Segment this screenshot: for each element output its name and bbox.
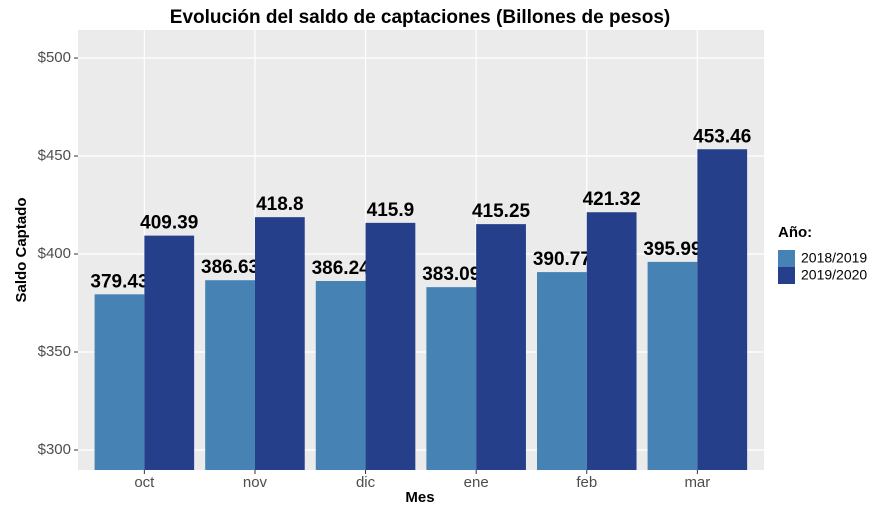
bar (94, 294, 145, 470)
bar (536, 272, 587, 470)
bar (647, 261, 698, 470)
value-label: 390.77 (533, 249, 591, 270)
value-label: 409.39 (140, 213, 198, 234)
value-label: 415.9 (367, 200, 415, 221)
legend-title: Año: (778, 224, 812, 241)
value-label: 379.43 (90, 271, 148, 292)
bar (426, 287, 477, 470)
bar (254, 217, 305, 470)
x-tick-label: mar (684, 474, 710, 491)
bar (476, 224, 526, 470)
y-tick-label: $450 (38, 147, 71, 164)
value-label: 386.24 (312, 258, 371, 279)
bar (365, 222, 416, 470)
bar (205, 280, 255, 470)
bar (144, 235, 195, 470)
value-label: 421.32 (583, 189, 641, 210)
y-tick-label: $400 (38, 245, 71, 262)
x-tick-label: dic (356, 474, 376, 491)
chart-title: Evolución del saldo de captaciones (Bill… (170, 7, 670, 28)
x-tick-label: oct (134, 474, 155, 491)
value-label: 415.25 (472, 201, 531, 222)
x-tick-label: ene (464, 474, 489, 491)
bar (315, 280, 366, 470)
legend-label: 2018/2019 (801, 250, 867, 266)
x-tick-label: feb (576, 474, 597, 491)
value-label: 418.8 (256, 194, 304, 215)
legend-swatch (778, 250, 795, 267)
y-tick-label: $500 (38, 49, 71, 66)
value-label: 453.46 (693, 126, 751, 147)
legend-label: 2019/2020 (801, 267, 867, 283)
x-axis-title: Mes (405, 489, 434, 506)
value-label: 395.99 (643, 239, 701, 260)
value-label: 386.63 (201, 257, 259, 278)
y-tick-label: $350 (38, 343, 71, 360)
value-label: 383.09 (422, 264, 480, 285)
bar (586, 212, 637, 470)
y-tick-label: $300 (38, 441, 71, 458)
bar (697, 149, 748, 471)
x-tick-label: nov (243, 474, 268, 491)
y-axis-title: Saldo Captado (13, 197, 30, 302)
legend-swatch (778, 267, 795, 284)
